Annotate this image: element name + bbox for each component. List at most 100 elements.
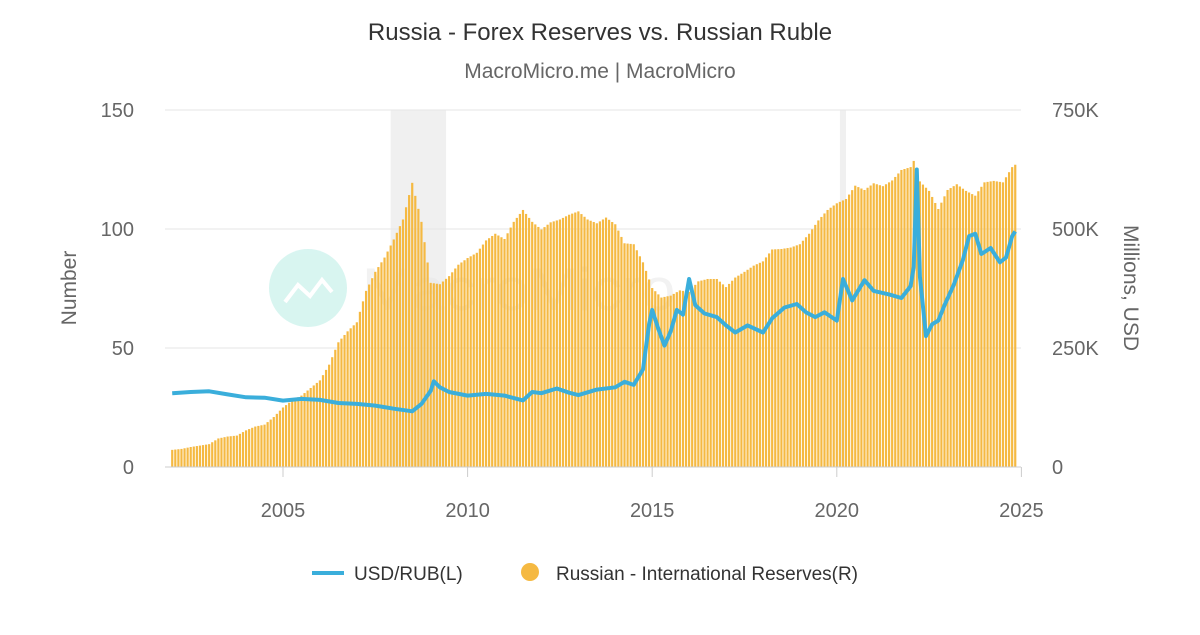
- reserves-bar: [561, 217, 565, 467]
- reserves-bar: [374, 271, 377, 467]
- reserves-bar: [580, 214, 583, 467]
- y-tick-left: 0: [123, 457, 134, 479]
- reserves-bars: [171, 160, 1017, 468]
- reserves-bar: [660, 297, 663, 467]
- legend-item-reserves[interactable]: Russian - International Reserves(R): [521, 563, 858, 585]
- reserves-bar: [740, 273, 743, 467]
- reserves-bar: [515, 217, 518, 467]
- reserves-bar: [721, 284, 725, 467]
- reserves-bar: [875, 184, 878, 468]
- reserves-bar: [724, 287, 728, 467]
- reserves-bar: [608, 219, 611, 467]
- reserves-bar: [361, 301, 365, 467]
- reserves-bar: [675, 292, 678, 467]
- reserves-bar: [306, 390, 309, 467]
- reserves-bar: [404, 207, 408, 467]
- chart-title: Russia - Forex Reserves vs. Russian Rubl…: [368, 19, 832, 46]
- reserves-bar: [694, 284, 697, 467]
- reserves-bar: [411, 182, 414, 467]
- reserves-bar: [546, 224, 549, 467]
- reserves-bar: [583, 216, 586, 467]
- reserves-bar: [288, 402, 291, 467]
- reserves-bar: [524, 213, 528, 467]
- reserves-bar: [832, 205, 835, 467]
- y-tick-right: 250K: [1052, 338, 1099, 360]
- reserves-bar: [432, 283, 435, 467]
- reserves-bar: [180, 448, 183, 467]
- reserves-bar: [795, 245, 798, 467]
- reserves-bar: [614, 224, 617, 467]
- reserves-bar: [395, 232, 398, 467]
- reserves-bar: [466, 258, 469, 467]
- reserves-bar: [263, 424, 266, 467]
- reserves-bar: [254, 426, 257, 467]
- reserves-bar: [915, 171, 918, 467]
- axis-ticks: 0 0 50 250K 100 500K 150 750K 2005 2010 2015 2020 20…: [101, 100, 1100, 522]
- reserves-bar: [823, 213, 826, 467]
- reserves-bar: [669, 295, 672, 467]
- reserves-bar: [355, 322, 358, 467]
- reserves-bar: [460, 262, 463, 467]
- reserves-bar: [552, 221, 555, 467]
- reserves-bar: [300, 395, 303, 467]
- reserves-bar: [211, 442, 214, 467]
- reserves-bar: [324, 369, 328, 467]
- legend: USD/RUB(L) Russian - International Reser…: [312, 563, 858, 585]
- reserves-bar: [900, 169, 903, 467]
- reserves-bar: [220, 437, 223, 467]
- reserves-bar: [441, 281, 445, 467]
- reserves-bar: [678, 290, 681, 467]
- reserves-bar: [780, 248, 783, 467]
- reserves-bar: [774, 249, 777, 467]
- reserves-bar: [906, 168, 909, 467]
- reserves-bar: [334, 349, 337, 467]
- reserves-bar: [540, 229, 543, 467]
- reserves-bar: [737, 275, 740, 467]
- reserves-bar: [648, 279, 651, 467]
- reserves-bar: [595, 223, 598, 467]
- reserves-bar: [1014, 164, 1017, 468]
- reserves-bar: [512, 221, 515, 467]
- reserves-bar: [623, 243, 626, 467]
- reserves-bar: [401, 219, 405, 467]
- reserves-bar: [771, 249, 774, 467]
- reserves-bar: [555, 220, 558, 467]
- reserves-bar: [521, 209, 525, 467]
- reserves-bar: [848, 194, 851, 467]
- reserves-bar: [260, 425, 263, 467]
- y-tick-left: 150: [101, 100, 134, 122]
- reserves-bar: [801, 240, 805, 467]
- reserves-bar: [451, 272, 454, 467]
- reserves-bar: [755, 264, 758, 467]
- reserves-bar: [881, 186, 885, 467]
- reserves-bar: [746, 269, 749, 467]
- legend-item-usd-rub[interactable]: USD/RUB(L): [312, 564, 463, 585]
- reserves-bar: [294, 398, 297, 467]
- reserves-bar: [503, 238, 506, 467]
- reserves-bar: [872, 183, 875, 467]
- reserves-bar: [383, 257, 386, 467]
- reserves-bar: [1007, 172, 1011, 467]
- reserves-bar: [961, 188, 965, 467]
- reserves-bar: [663, 296, 666, 467]
- reserves-bar: [697, 281, 700, 467]
- reserves-bar: [398, 226, 402, 467]
- y-axis-left-title: Number: [58, 251, 81, 326]
- reserves-bar: [761, 261, 765, 467]
- y-tick-right: 0: [1052, 457, 1063, 479]
- reserves-bar: [174, 449, 177, 467]
- reserves-bar: [358, 311, 362, 467]
- reserves-bar: [937, 209, 940, 467]
- reserves-bar: [844, 199, 848, 467]
- reserves-bar: [691, 288, 694, 467]
- reserves-bar: [343, 334, 346, 467]
- reserves-bar: [949, 188, 952, 467]
- watermark-chart-icon: [283, 276, 334, 304]
- reserves-bar: [903, 169, 906, 468]
- reserves-bar: [869, 185, 872, 467]
- reserves-bar: [878, 185, 881, 467]
- reserves-bar: [389, 245, 392, 467]
- reserves-bar: [777, 249, 780, 467]
- watermark-logo-icon: [269, 249, 347, 327]
